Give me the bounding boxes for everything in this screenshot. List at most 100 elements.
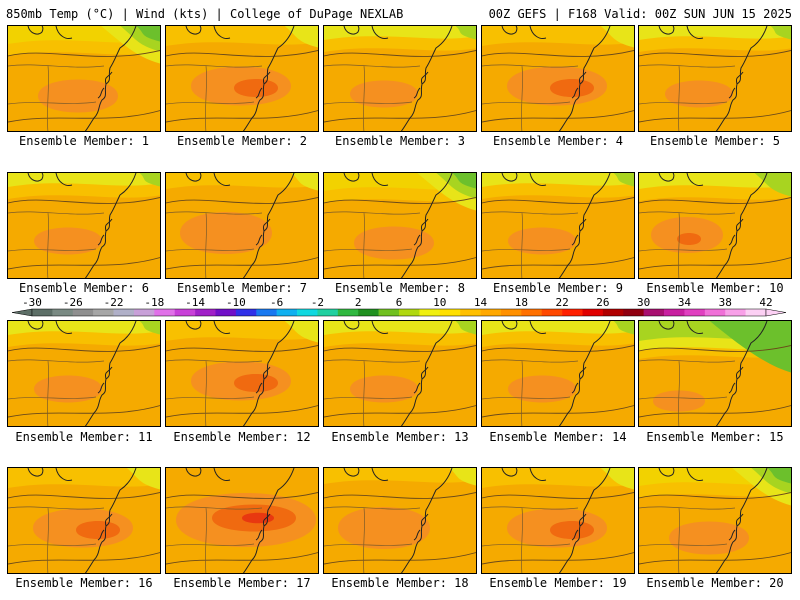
ensemble-member-label: Ensemble Member: 10 — [646, 281, 784, 295]
temperature-field-map — [639, 26, 791, 131]
temperature-contour — [8, 552, 160, 565]
ensemble-map-1 — [7, 25, 161, 132]
state-border — [8, 506, 105, 573]
state-border — [324, 359, 421, 426]
colorbar-swatch — [419, 309, 441, 316]
colorbar-swatch — [32, 309, 53, 316]
colorbar-swatch — [195, 309, 216, 316]
colorbar-tick-label: 38 — [719, 296, 732, 309]
colorbar-swatch — [684, 309, 706, 316]
temperature-contour — [166, 49, 318, 57]
temperature-contour — [482, 110, 634, 123]
ensemble-map-3 — [323, 25, 477, 132]
state-border — [166, 359, 263, 426]
ensemble-member-label: Ensemble Member: 2 — [176, 134, 308, 148]
ensemble-map-13 — [323, 320, 477, 427]
temperature-contour — [639, 110, 791, 123]
colorbar-swatch — [256, 309, 277, 316]
state-border — [324, 211, 421, 278]
colorbar-swatch — [235, 309, 257, 316]
ensemble-map-11 — [7, 320, 161, 427]
coastline — [185, 26, 231, 39]
header-title-right: 00Z GEFS | F168 Valid: 00Z SUN JUN 15 20… — [488, 7, 792, 21]
ensemble-member-label: Ensemble Member: 4 — [492, 134, 624, 148]
ensemble-member-label: Ensemble Member: 14 — [489, 430, 627, 444]
colorbar-tick-label: 34 — [678, 296, 692, 309]
colorbar-tick-label: -2 — [311, 296, 324, 309]
coastline — [728, 513, 744, 541]
temperature-contour — [639, 491, 791, 499]
colorbar-tick-label: 14 — [474, 296, 488, 309]
temperature-contour — [482, 491, 634, 499]
colorbar-tick-label: 26 — [596, 296, 609, 309]
colorbar-swatch — [154, 309, 176, 316]
temperature-contour — [8, 491, 160, 499]
ensemble-map-16 — [7, 467, 161, 574]
coastline — [343, 26, 389, 39]
coastline — [571, 218, 587, 246]
temperature-contour — [482, 196, 634, 204]
coastline — [97, 366, 113, 394]
temperature-contour — [166, 257, 318, 270]
state-border — [324, 64, 421, 131]
ensemble-map-5 — [638, 25, 792, 132]
temperature-contour — [639, 405, 791, 418]
coastline — [658, 468, 704, 481]
coastline — [571, 366, 587, 394]
temperature-field-map — [324, 173, 476, 278]
colorbar-swatch — [93, 309, 114, 316]
ensemble-map-4 — [481, 25, 635, 132]
colorbar-swatch — [521, 309, 543, 316]
ensemble-member-label: Ensemble Member: 11 — [15, 430, 153, 444]
temperature-contour — [639, 49, 791, 57]
ensemble-map-18 — [323, 467, 477, 574]
temperature-field-map — [639, 321, 791, 426]
temperature-contour — [482, 257, 634, 270]
temperature-field-map — [8, 321, 160, 426]
temperature-colorbar: -30 -26 -22 -18 -14 -10 -6 -2 2 6 10 14 18 22 26 30 34 38… — [11, 296, 787, 317]
colorbar-swatch — [72, 309, 94, 316]
colorbar-swatch — [215, 309, 237, 316]
temperature-contour — [8, 110, 160, 123]
coastline — [343, 468, 389, 481]
coastline — [255, 513, 271, 541]
ensemble-member-label: Ensemble Member: 19 — [489, 576, 627, 590]
colorbar-swatch — [623, 309, 644, 316]
ensemble-map-7 — [165, 172, 319, 279]
temperature-field-map — [166, 321, 318, 426]
colorbar-tick-label: -6 — [270, 296, 283, 309]
colorbar-swatch — [664, 309, 685, 316]
colorbar-swatch — [562, 309, 583, 316]
ensemble-member-label: Ensemble Member: 15 — [646, 430, 784, 444]
ensemble-map-17 — [165, 467, 319, 574]
colorbar-swatch — [460, 309, 481, 316]
ensemble-map-2 — [165, 25, 319, 132]
temperature-contour — [324, 405, 476, 418]
state-border — [166, 211, 263, 278]
coastline — [343, 173, 389, 186]
ensemble-member-label: Ensemble Member: 12 — [173, 430, 311, 444]
colorbar-swatch — [439, 309, 461, 316]
coastline — [27, 173, 73, 186]
colorbar-swatch — [704, 309, 726, 316]
ensemble-map-10 — [638, 172, 792, 279]
colorbar-tick-label: 18 — [515, 296, 528, 309]
coastline — [255, 366, 271, 394]
coastline — [728, 366, 744, 394]
temperature-contour — [166, 196, 318, 204]
ensemble-member-label: Ensemble Member: 20 — [646, 576, 784, 590]
temperature-contour — [8, 344, 160, 352]
ensemble-member-label: Ensemble Member: 3 — [334, 134, 466, 148]
ensemble-member-label: Ensemble Member: 6 — [18, 281, 150, 295]
coastline — [97, 218, 113, 246]
colorbar-swatch — [745, 309, 767, 316]
coastline — [185, 468, 231, 481]
colorbar-swatch — [317, 309, 339, 316]
temperature-contour — [166, 405, 318, 418]
coastline — [501, 26, 547, 39]
coastline — [658, 321, 704, 334]
ensemble-member-label: Ensemble Member: 17 — [173, 576, 311, 590]
temperature-contour — [8, 405, 160, 418]
temperature-contour — [639, 552, 791, 565]
temperature-contour — [324, 110, 476, 123]
